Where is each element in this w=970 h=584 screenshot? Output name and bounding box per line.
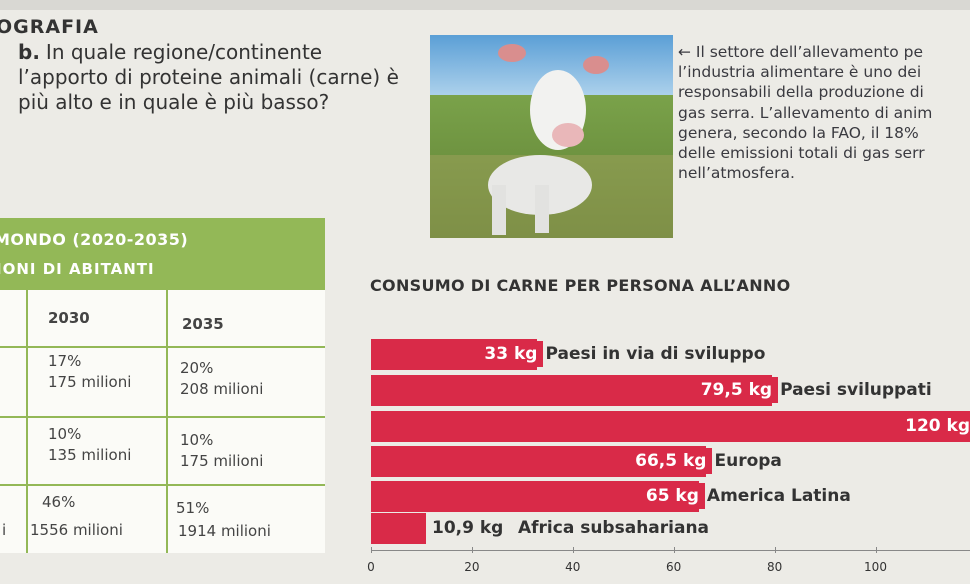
cell-2030-pct: 17% xyxy=(48,352,82,370)
cell-2030-abs: 135 milioni xyxy=(48,446,132,464)
bar-value-label: 10,9 kg xyxy=(431,518,504,538)
x-tick-label: 100 xyxy=(864,560,887,574)
x-tick xyxy=(471,547,473,553)
cell-2035-abs: 1914 milioni xyxy=(178,522,271,540)
bar-value-label: 79,5 kg xyxy=(694,377,779,403)
cell-2030-pct: 10% xyxy=(48,425,82,443)
cow-photo xyxy=(430,35,673,238)
bar-category-label: Paesi sviluppati xyxy=(780,380,932,400)
x-tick xyxy=(572,547,574,553)
bar xyxy=(371,411,970,442)
cell-2030-abs: 175 milioni xyxy=(48,373,132,391)
table-divider xyxy=(0,346,325,348)
population-table: MONDO (2020-2035) IONI DI ABITANTI 2030 … xyxy=(0,218,325,553)
caption-line: responsabili della produzione di xyxy=(678,83,924,102)
chart-title: CONSUMO DI CARNE PER PERSONA ALL’ANNO xyxy=(370,276,791,295)
x-tick xyxy=(875,547,877,553)
caption-line: delle emissioni totali di gas serr xyxy=(678,144,925,163)
table-divider xyxy=(0,416,325,418)
bar-value-label: 120 kg xyxy=(905,416,970,436)
bar-value-label: 65 kg xyxy=(620,483,705,509)
cell-2030-abs: 1556 milioni xyxy=(30,521,123,539)
x-tick-label: 60 xyxy=(666,560,682,574)
question: b. In quale regione/continente l’apporto … xyxy=(18,40,418,115)
bar-category-label: Europa xyxy=(714,451,782,471)
cell-2035-abs: 208 milioni xyxy=(180,380,264,398)
question-text: In quale regione/continente l’apporto di… xyxy=(18,40,399,114)
caption-line: ← Il settore dell’allevamento pe xyxy=(678,43,924,61)
bar xyxy=(371,513,426,544)
x-tick-label: 20 xyxy=(464,560,480,574)
row-label: i xyxy=(2,521,7,539)
table-divider xyxy=(26,290,28,553)
bar-value-label: 66,5 kg xyxy=(628,448,713,474)
caption-line: nell’atmosfera. xyxy=(678,164,795,183)
section-title: OGRAFIA xyxy=(0,16,99,38)
caption-line: gas serra. L’allevamento di anim xyxy=(678,103,933,122)
x-tick-label: 80 xyxy=(766,560,783,574)
question-label: b. xyxy=(18,40,40,64)
table-divider xyxy=(0,484,325,486)
column-header-2030: 2030 xyxy=(48,309,90,327)
cell-2030-pct: 46% xyxy=(42,493,76,511)
page-edge xyxy=(0,0,970,10)
caption-line: l’industria alimentare è uno dei xyxy=(678,63,922,82)
bar-category-label: America Latina xyxy=(706,486,851,506)
x-tick xyxy=(371,547,372,553)
table-header: MONDO (2020-2035) IONI DI ABITANTI xyxy=(0,218,325,290)
cell-2035-pct: 20% xyxy=(180,359,214,377)
x-tick-label: 0 xyxy=(367,560,375,574)
caption-line: genera, secondo la FAO, il 18% xyxy=(678,123,919,142)
x-axis xyxy=(371,550,970,551)
cell-2035-pct: 10% xyxy=(180,431,214,449)
table-subtitle: IONI DI ABITANTI xyxy=(0,260,155,278)
bar-value-label: 33 kg xyxy=(459,341,544,367)
table-title: MONDO (2020-2035) xyxy=(0,230,189,249)
bar-category-label: Africa subsahariana xyxy=(517,518,710,538)
cell-2035-pct: 51% xyxy=(176,499,210,517)
x-tick-label: 40 xyxy=(565,560,581,574)
table-divider xyxy=(166,290,168,553)
column-header-2035: 2035 xyxy=(182,315,224,333)
photo-caption: ← Il settore dell’allevamento pe l’indus… xyxy=(678,42,970,183)
cell-2035-abs: 175 milioni xyxy=(180,452,264,470)
x-tick xyxy=(673,547,675,553)
bar-category-label: Paesi in via di sviluppo xyxy=(545,344,766,364)
x-tick xyxy=(774,547,776,553)
